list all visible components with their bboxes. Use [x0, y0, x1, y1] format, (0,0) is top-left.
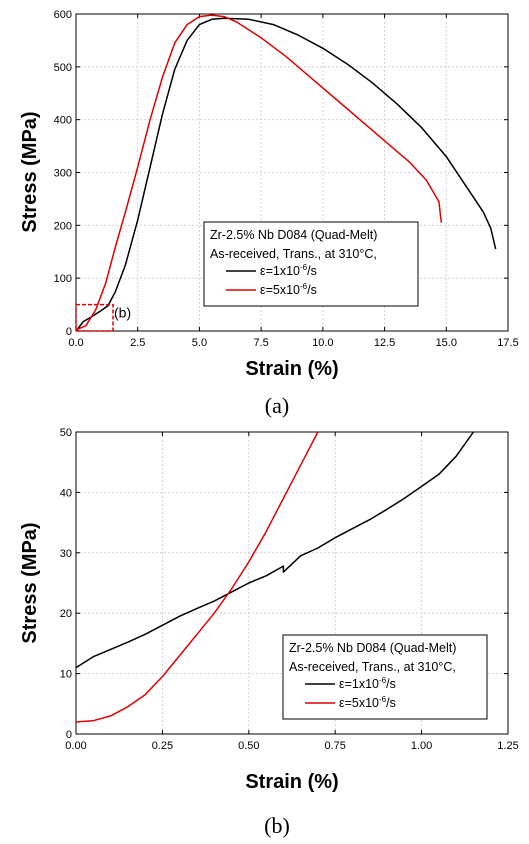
x-tick-label: 17.5 [497, 337, 518, 349]
legend-entry-exponent: -6 [300, 282, 308, 291]
y-tick-label: 300 [54, 168, 72, 180]
legend-entry-exponent: -6 [379, 695, 387, 704]
legend: Zr-2.5% Nb D084 (Quad-Melt) As-received, … [203, 221, 419, 307]
legend-box [282, 634, 488, 720]
legend-entry-label: ε=5x10-6/s [260, 282, 317, 297]
legend-entry-exponent: -6 [379, 676, 387, 685]
legend-title-line: Zr-2.5% Nb D084 (Quad-Melt) [210, 228, 377, 242]
series-line-red [75, 14, 443, 331]
panel-caption: (b) [264, 813, 290, 838]
x-tick-label: 2.5 [130, 337, 145, 349]
y-tick-label: 600 [54, 9, 72, 21]
y-tick-label: 100 [54, 273, 72, 285]
x-tick-label: 0.25 [152, 740, 173, 752]
legend-entry-suffix: /s [307, 264, 317, 278]
y-tick-label: 10 [60, 669, 72, 681]
legend-entry-prefix: ε=5x10 [339, 696, 379, 710]
legend-entry-prefix: ε=1x10 [260, 264, 300, 278]
y-tick-label: 200 [54, 220, 72, 232]
chart-panel-b: 0.00 0.25 0.50 0.75 1.00 1.25 0 10 20 30 40 50 Strai… [19, 427, 519, 838]
x-tick-label: 5.0 [192, 337, 207, 349]
x-tick-label: 15.0 [436, 337, 457, 349]
x-tick-label: 12.5 [374, 337, 395, 349]
series-line-black [75, 431, 475, 669]
legend-entry-suffix: /s [307, 283, 317, 297]
legend-entry-suffix: /s [386, 677, 396, 691]
y-tick-label: 500 [54, 62, 72, 74]
x-tick-label: 0.00 [65, 740, 86, 752]
x-tick-label: 7.5 [253, 337, 268, 349]
x-axis-label: Strain (%) [245, 771, 338, 793]
y-tick-label: 30 [60, 548, 72, 560]
x-tick-label: 0.0 [68, 337, 83, 349]
series-line-black [75, 17, 497, 332]
legend: Zr-2.5% Nb D084 (Quad-Melt) As-received, … [282, 634, 488, 720]
y-tick-label: 40 [60, 487, 72, 499]
y-tick-label: 0 [66, 326, 72, 338]
legend-title-line: As-received, Trans., at 310°C, [289, 660, 456, 674]
panel-caption: (a) [265, 393, 289, 418]
x-tick-label: 0.50 [238, 740, 259, 752]
x-axis-label: Strain (%) [245, 358, 338, 380]
x-tick-label: 1.00 [411, 740, 432, 752]
legend-box [203, 221, 419, 307]
y-tick-label: 0 [66, 729, 72, 741]
legend-entry-suffix: /s [386, 696, 396, 710]
chart-panel-a: 0.0 2.5 5.0 7.5 10.0 12.5 15.0 17.5 0 100 200 300 40… [19, 9, 519, 418]
legend-entry-prefix: ε=5x10 [260, 283, 300, 297]
legend-entry-label: ε=1x10-6/s [339, 676, 396, 691]
zoom-region-label: (b) [114, 305, 131, 321]
y-axis-label: Stress (MPa) [19, 111, 41, 232]
series-line-red [75, 431, 319, 723]
x-tick-label: 10.0 [312, 337, 333, 349]
legend-entry-prefix: ε=1x10 [339, 677, 379, 691]
y-tick-label: 400 [54, 115, 72, 127]
legend-title-line: As-received, Trans., at 310°C, [210, 247, 377, 261]
plot-frame [75, 431, 509, 735]
x-tick-label: 0.75 [324, 740, 345, 752]
legend-entry-label: ε=1x10-6/s [260, 263, 317, 278]
legend-entry-label: ε=5x10-6/s [339, 695, 396, 710]
legend-entry-exponent: -6 [300, 263, 308, 272]
y-axis-label: Stress (MPa) [19, 522, 41, 643]
x-tick-label: 1.25 [497, 740, 518, 752]
y-tick-label: 20 [60, 608, 72, 620]
legend-title-line: Zr-2.5% Nb D084 (Quad-Melt) [289, 641, 456, 655]
y-tick-label: 50 [60, 427, 72, 439]
zoom-region-box [75, 303, 114, 332]
